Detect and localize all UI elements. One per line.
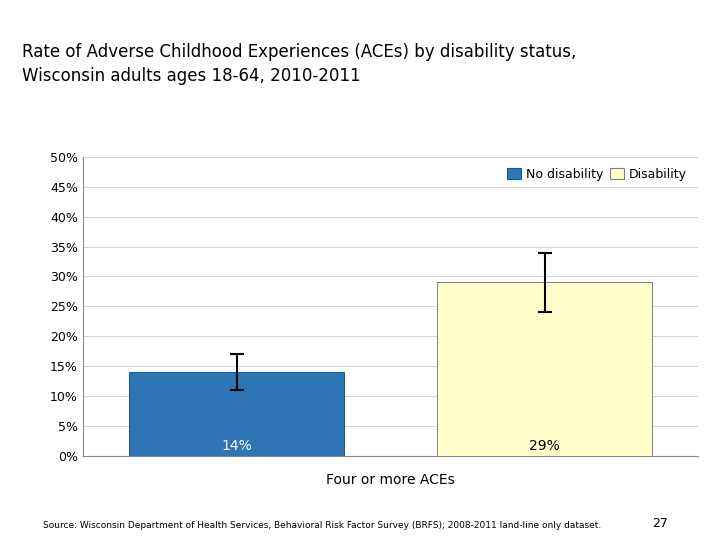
Text: Source: Wisconsin Department of Health Services, Behavioral Risk Factor Survey (: Source: Wisconsin Department of Health S… [43,521,601,530]
Text: PEOPLE WITH DISABILITIES: PEOPLE WITH DISABILITIES [9,9,233,24]
Bar [129,373,344,456]
Text: Rate of Adverse Childhood Experiences (ACEs) by disability status,
Wisconsin adu: Rate of Adverse Childhood Experiences (A… [22,43,576,85]
Legend: No disability, Disability: No disability, Disability [502,163,692,186]
Text: Mental health: Mental health [596,9,711,24]
Bar [437,282,652,456]
Text: 27: 27 [652,517,668,530]
Text: 29%: 29% [529,440,560,453]
Text: 14%: 14% [221,440,252,453]
Text: Four or more ACEs: Four or more ACEs [326,473,455,487]
